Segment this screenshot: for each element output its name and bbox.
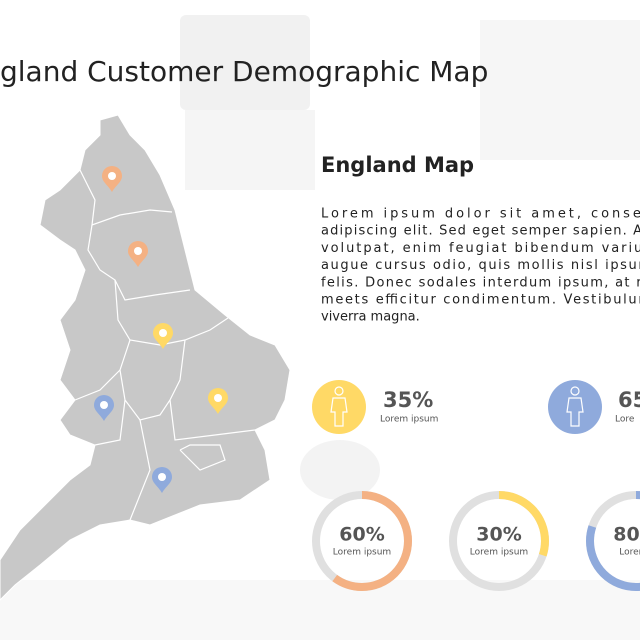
stat-value: 65 <box>618 388 640 412</box>
ring-arc <box>312 491 412 591</box>
panel-heading: England Map <box>321 153 474 177</box>
ring-caption: Lorem i <box>619 548 640 558</box>
ring-label: 80% <box>613 524 640 546</box>
ring-label: 30% <box>476 524 521 546</box>
person-body <box>566 397 584 427</box>
stat-icon-bg <box>312 380 366 434</box>
person-head <box>570 386 580 396</box>
england-map <box>0 114 291 601</box>
stat-icon-bg <box>548 380 602 434</box>
ring-caption: Lorem ipsum <box>470 548 528 558</box>
person-head <box>334 386 344 396</box>
background <box>0 15 640 640</box>
map-pin-dot <box>134 247 142 255</box>
map-pin-dot <box>159 329 167 337</box>
map-pin-dot <box>108 172 116 180</box>
stat-value: 35% <box>383 388 433 412</box>
ring-caption: Lorem ipsum <box>333 548 391 558</box>
paragraph-line: viverra magna. <box>321 310 420 325</box>
ring-label: 60% <box>339 524 384 546</box>
paragraph-line: Lorem ipsum dolor sit amet, consec <box>321 207 640 222</box>
paragraph-line: augue cursus odio, quis mollis nisl ipsu… <box>321 258 640 273</box>
map-pin-dot <box>158 473 166 481</box>
paragraph-line: adipiscing elit. Sed eget semper sapien.… <box>321 224 640 239</box>
stat-caption: Lorem ipsum <box>380 415 438 425</box>
person-body <box>330 397 348 427</box>
paragraph-line: felis. Donec sodales interdum ipsum, at … <box>321 275 640 290</box>
stat-caption: Lore <box>615 415 635 425</box>
map-pin-dot <box>100 401 108 409</box>
ring-arc <box>449 491 549 591</box>
slide-title: gland Customer Demographic Map <box>0 55 488 88</box>
paragraph-line: meets efficitur condimentum. Vestibulum <box>321 293 640 308</box>
map-pin-dot <box>214 394 222 402</box>
paragraph-line: volutpat, enim feugiat bibendum varius <box>321 241 640 256</box>
ring-arc <box>586 491 640 591</box>
